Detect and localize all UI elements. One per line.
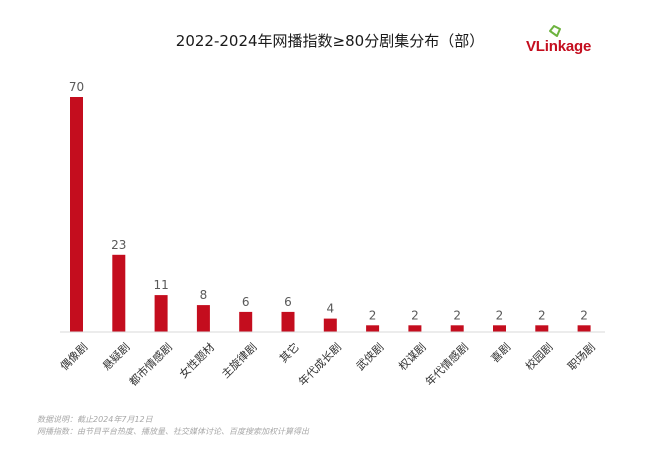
logo-mark-icon: [549, 25, 561, 37]
value-label-8: 2: [369, 308, 377, 322]
vlinkage-logo: VLinkage: [526, 25, 592, 55]
category-label-5: 主旋律剧: [218, 340, 259, 381]
value-label-10: 2: [453, 308, 461, 322]
category-label-6: 其它: [276, 340, 301, 365]
category-label-3: 都市情感剧: [126, 340, 175, 389]
value-label-9: 2: [411, 308, 419, 322]
bar-12: [535, 325, 549, 332]
value-label-3: 11: [153, 278, 168, 292]
bars-layer: [70, 97, 591, 332]
category-label-7: 年代成长剧: [295, 340, 344, 389]
value-label-13: 2: [580, 308, 588, 322]
value-labels-layer: 70 23 11 8 6 6 4 2 2 2 2 2 2: [69, 80, 588, 322]
category-labels-layer: 偶像剧 悬疑剧都市情感剧 女性题材 主旋律剧 其它年代成长剧 武侠剧 权谋剧年代情感剧 喜剧校…: [58, 340, 598, 389]
bar-10: [450, 325, 464, 332]
value-label-1: 70: [69, 80, 84, 94]
bar-5: [239, 311, 253, 332]
category-label-11: 喜剧: [489, 341, 514, 366]
category-label-12: 校园剧: [522, 340, 555, 373]
category-label-4: 女性题材: [176, 340, 217, 381]
value-label-7: 4: [326, 302, 334, 316]
chart-title: 2022-2024年网播指数≥80分剧集分布（部）: [175, 32, 485, 50]
bar-2: [112, 254, 126, 332]
footnotes: 数据说明：截止2024年7月12日 网播指数：由节目平台热度、播放量、社交媒体讨…: [37, 414, 309, 438]
category-label-8: 武侠剧: [354, 341, 387, 374]
category-label-1: 偶像剧: [58, 341, 91, 374]
value-label-12: 2: [538, 308, 546, 322]
bar-8: [366, 325, 380, 332]
value-label-4: 8: [200, 288, 208, 302]
index-note: 网播指数：由节目平台热度、播放量、社交媒体讨论、百度搜索加权计算得出: [37, 427, 309, 436]
value-label-5: 6: [242, 295, 250, 309]
bar-6: [281, 311, 295, 332]
bar-11: [493, 325, 506, 332]
value-label-6: 6: [284, 295, 292, 309]
bar-1: [70, 97, 83, 332]
value-label-11: 2: [496, 308, 504, 322]
data-note: 数据说明：截止2024年7月12日: [37, 415, 153, 424]
category-label-2: 悬疑剧: [100, 341, 133, 374]
category-label-10: 年代情感剧: [422, 340, 471, 389]
logo-text: VLinkage: [526, 38, 592, 55]
category-label-9: 权谋剧: [396, 341, 429, 374]
bar-13: [577, 325, 591, 332]
bar-9: [408, 325, 422, 332]
value-label-2: 23: [111, 238, 126, 252]
category-label-13: 职场剧: [565, 340, 598, 373]
bar-7: [323, 318, 337, 332]
bar-4: [196, 305, 210, 332]
bar-3: [154, 295, 168, 332]
